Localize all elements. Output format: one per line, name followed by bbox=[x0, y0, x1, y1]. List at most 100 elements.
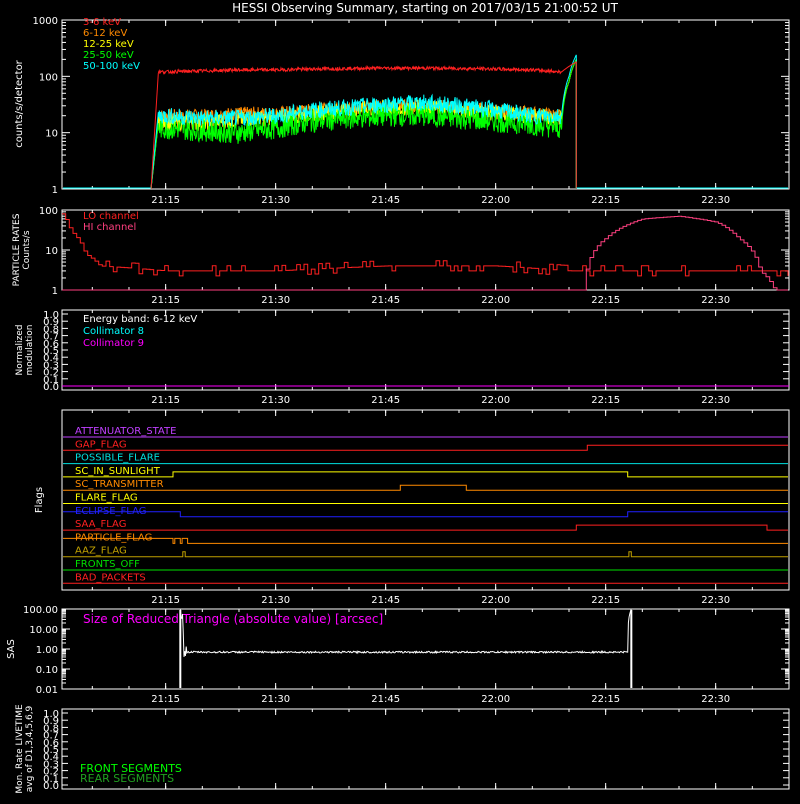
flag-label-flare-flag: FLARE_FLAG bbox=[75, 493, 138, 504]
x-tick-label: 22:00 bbox=[481, 694, 510, 705]
legend-hi-channel: HI channel bbox=[83, 222, 136, 233]
sas-y-tick-label: 1.00 bbox=[36, 645, 58, 656]
livetime-y-tick-label: 0.7 bbox=[43, 731, 59, 742]
flag-line-particle-flag bbox=[63, 537, 788, 544]
flag-label-fronts-off: FRONTS_OFF bbox=[75, 559, 140, 570]
modulation-y-tick-label: 0.2 bbox=[43, 368, 59, 379]
livetime-ylabel-1: Mon. Rate LIVETIME bbox=[15, 704, 25, 794]
livetime-y-tick-label: 1.0 bbox=[43, 709, 59, 720]
x-tick-label: 22:00 bbox=[481, 395, 510, 406]
x-tick-label: 21:30 bbox=[261, 595, 290, 606]
count-rate-series-25-50-kev bbox=[150, 59, 577, 190]
count-y-tick-label: 1000 bbox=[33, 16, 58, 27]
livetime-ylabel-2: avg of D1,3,4,5,6,9 bbox=[25, 705, 35, 792]
livetime-y-tick-label: 0.4 bbox=[43, 752, 59, 763]
modulation-y-tick-label: 0.7 bbox=[43, 332, 59, 343]
flag-line-sc-transmitter bbox=[63, 484, 788, 491]
flag-line-saa-flag bbox=[63, 524, 788, 531]
legend-50-100-kev: 50-100 keV bbox=[83, 61, 140, 72]
particle-rate-panel-frame bbox=[61, 209, 790, 291]
flags-ylabel: Flags bbox=[34, 487, 45, 513]
x-tick-label: 21:30 bbox=[261, 694, 290, 705]
particle-rate-ylabel-1: PARTICLE RATES bbox=[12, 213, 22, 286]
legend-collimator-9: Collimator 9 bbox=[83, 338, 144, 349]
particle-series-lo-channel bbox=[62, 213, 789, 277]
particle-series-hi-channel bbox=[62, 215, 788, 291]
x-tick-label: 22:00 bbox=[481, 195, 510, 206]
legend-front-segments: FRONT SEGMENTS bbox=[80, 762, 182, 775]
modulation-y-tick-label: 0.9 bbox=[43, 317, 59, 328]
count-rate-ylabel: counts/s/detector bbox=[14, 59, 25, 147]
x-tick-label: 21:45 bbox=[371, 694, 400, 705]
modulation-y-tick-label: 0.0 bbox=[43, 382, 59, 393]
particle-y-tick-label: 1 bbox=[52, 286, 58, 297]
count-rate-series-50-100-kev bbox=[150, 54, 577, 190]
x-tick-label: 22:30 bbox=[701, 395, 730, 406]
livetime-y-tick-label: 0.8 bbox=[43, 723, 59, 734]
x-tick-label: 22:00 bbox=[481, 295, 510, 306]
flag-label-sc-transmitter: SC_TRANSMITTER bbox=[75, 479, 164, 490]
x-tick-label: 21:45 bbox=[371, 195, 400, 206]
flag-line-sc-in-sunlight bbox=[63, 471, 788, 478]
x-tick-label: 21:15 bbox=[151, 395, 180, 406]
x-tick-label: 22:15 bbox=[591, 595, 620, 606]
modulation-y-tick-label: 0.5 bbox=[43, 346, 59, 357]
modulation-y-tick-label: 0.3 bbox=[43, 360, 59, 371]
x-tick-label: 21:30 bbox=[261, 195, 290, 206]
flag-line-eclipse-flag bbox=[63, 511, 788, 518]
x-tick-label: 21:15 bbox=[151, 195, 180, 206]
x-tick-label: 22:30 bbox=[701, 295, 730, 306]
livetime-y-tick-label: 0.2 bbox=[43, 767, 59, 778]
sas-ylabel: SAS bbox=[6, 639, 17, 659]
flag-label-bad-packets: BAD_PACKETS bbox=[75, 572, 146, 583]
x-tick-label: 22:15 bbox=[591, 195, 620, 206]
x-tick-label: 21:30 bbox=[261, 295, 290, 306]
modulation-y-tick-label: 0.4 bbox=[43, 353, 59, 364]
x-tick-label: 22:30 bbox=[701, 195, 730, 206]
legend-energy-band: Energy band: 6-12 keV bbox=[83, 314, 197, 325]
livetime-y-tick-label: 0.9 bbox=[43, 716, 59, 727]
legend-3-6-kev: 3-6 keV bbox=[83, 17, 121, 28]
livetime-y-tick-label: 0.0 bbox=[43, 781, 59, 792]
modulation-y-tick-label: 1.0 bbox=[43, 310, 59, 321]
particle-y-tick-label: 100 bbox=[39, 206, 58, 217]
flag-line-gap-flag bbox=[63, 444, 788, 451]
modulation-y-tick-label: 0.1 bbox=[43, 375, 59, 386]
flag-label-saa-flag: SAA_FLAG bbox=[75, 519, 126, 530]
sas-y-tick-label: 10.00 bbox=[29, 625, 58, 636]
sas-y-tick-label: 0.10 bbox=[36, 665, 58, 676]
x-tick-label: 22:30 bbox=[701, 694, 730, 705]
x-tick-label: 22:15 bbox=[591, 395, 620, 406]
modulation-ylabel-1: Normalized bbox=[15, 324, 25, 375]
x-tick-label: 21:15 bbox=[151, 694, 180, 705]
x-tick-label: 21:15 bbox=[151, 595, 180, 606]
legend-lo-channel: LO channel bbox=[83, 211, 139, 222]
plot-title: HESSI Observing Summary, starting on 201… bbox=[232, 1, 618, 15]
livetime-y-tick-label: 0.6 bbox=[43, 738, 59, 749]
legend-collimator-8: Collimator 8 bbox=[83, 326, 144, 337]
legend-rear-segments: REAR SEGMENTS bbox=[80, 772, 174, 785]
modulation-y-tick-label: 0.8 bbox=[43, 324, 59, 335]
x-tick-label: 22:30 bbox=[701, 595, 730, 606]
livetime-y-tick-label: 0.1 bbox=[43, 774, 59, 785]
livetime-y-tick-label: 0.3 bbox=[43, 759, 59, 770]
count-y-tick-label: 10 bbox=[45, 129, 58, 140]
count-rate-panel-frame bbox=[61, 19, 790, 190]
sas-title: Size of Reduced Triangle (absolute value… bbox=[83, 612, 383, 626]
count-rate-series-3-6-kev bbox=[150, 61, 577, 190]
flags-panel-frame bbox=[61, 409, 790, 591]
x-tick-label: 22:15 bbox=[591, 295, 620, 306]
modulation-y-tick-label: 0.6 bbox=[43, 339, 59, 350]
x-tick-label: 22:15 bbox=[591, 694, 620, 705]
x-tick-label: 21:30 bbox=[261, 395, 290, 406]
flag-label-aaz-flag: AAZ_FLAG bbox=[75, 546, 127, 557]
particle-y-tick-label: 10 bbox=[45, 246, 58, 257]
flag-label-sc-in-sunlight: SC_IN_SUNLIGHT bbox=[75, 466, 161, 477]
count-y-tick-label: 100 bbox=[39, 72, 58, 83]
count-y-tick-label: 1 bbox=[52, 185, 58, 196]
legend-12-25-kev: 12-25 keV bbox=[83, 39, 134, 50]
livetime-y-tick-label: 0.5 bbox=[43, 745, 59, 756]
legend-6-12-kev: 6-12 keV bbox=[83, 28, 127, 39]
